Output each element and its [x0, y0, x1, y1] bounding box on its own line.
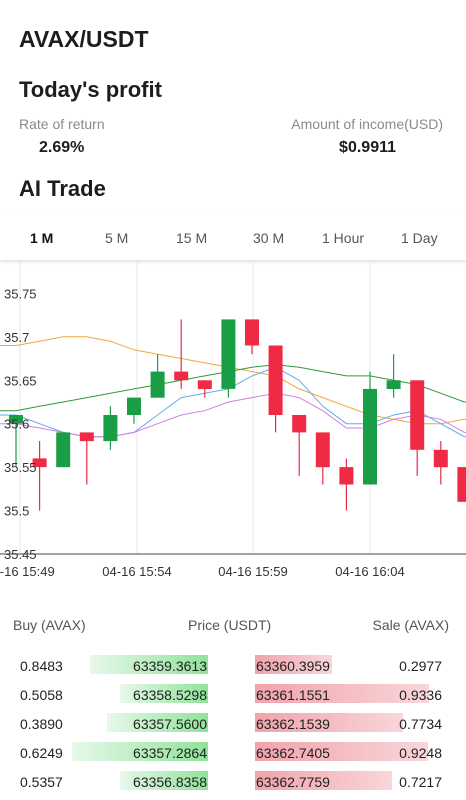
buy-depth-bar	[120, 684, 208, 703]
order-book-row[interactable]: 0.3890 63357.5600 63362.1539 0.7734	[0, 713, 466, 735]
sell-price: 63362.7759	[256, 774, 330, 790]
ma-green-line	[0, 364, 466, 412]
sell-depth-bar	[255, 655, 332, 674]
candle-body	[32, 458, 47, 468]
candle-body	[386, 380, 401, 389]
income-amount-value: $0.9911	[339, 139, 396, 156]
buy-price: 63357.2864	[133, 745, 207, 761]
tab-1hour[interactable]: 1 Hour	[322, 230, 365, 246]
y-axis-tick-label: 35.75	[4, 286, 37, 301]
y-axis-tick-label: 35.55	[4, 460, 37, 475]
buy-quantity: 0.3890	[20, 716, 63, 732]
buy-quantity: 0.5357	[20, 774, 63, 790]
candle-body	[79, 432, 94, 442]
y-axis-tick-label: 35.7	[4, 330, 29, 345]
candle-body	[103, 415, 118, 442]
sell-quantity: 0.9336	[399, 687, 442, 703]
timeframe-tabs: 1 M 5 M 15 M 30 M 1 Hour 1 Day	[0, 214, 466, 260]
sell-price: 63362.1539	[256, 716, 330, 732]
buy-depth-bar	[120, 771, 208, 790]
buy-price: 63358.5298	[133, 687, 207, 703]
y-axis-tick-label: 35.65	[4, 373, 37, 388]
buy-depth-bar	[90, 655, 208, 674]
candle-body	[245, 319, 259, 346]
rate-of-return-label: Rate of return	[19, 116, 105, 132]
income-amount-label: Amount of income(USD)	[291, 116, 443, 132]
sell-depth-bar	[255, 771, 392, 790]
candle-body	[457, 467, 466, 502]
candle-body	[410, 380, 425, 450]
tab-15m[interactable]: 15 M	[176, 230, 208, 246]
candle-body	[315, 432, 330, 468]
candle-body	[150, 371, 165, 398]
candle-body	[221, 319, 236, 389]
candle-body	[9, 415, 23, 424]
candle-body	[174, 371, 189, 381]
buy-quantity: 0.6249	[20, 745, 63, 761]
candle-body	[56, 432, 71, 468]
sell-depth-bar	[255, 684, 429, 703]
ai-trade-title: AI Trade	[19, 176, 106, 201]
tab-1m[interactable]: 1 M	[30, 230, 54, 246]
buy-price: 63357.5600	[133, 716, 207, 732]
sell-depth-bar	[255, 713, 403, 732]
y-axis-tick-label: 35.5	[4, 504, 29, 519]
order-book-row[interactable]: 0.6249 63357.2864 63362.7405 0.9248	[0, 742, 466, 764]
tab-1day[interactable]: 1 Day	[401, 230, 438, 246]
x-axis-tick-label: 04-16 15:59	[218, 564, 287, 579]
order-book-row[interactable]: 0.5058 63358.5298 63361.1551 0.9336	[0, 684, 466, 706]
order-book-buy-header: Buy (AVAX)	[13, 617, 86, 633]
x-axis-tick-label: 04-16 16:04	[335, 564, 404, 579]
candle-body	[433, 449, 448, 468]
order-book-price-header: Price (USDT)	[188, 617, 272, 633]
sell-price: 63362.7405	[256, 745, 330, 761]
tab-30m[interactable]: 30 M	[253, 230, 285, 246]
candlestick-chart[interactable]: 35.75 35.7 35.65 35.6 35.55 35.5 35.45 04-16 15…	[0, 262, 466, 592]
buy-depth-bar	[72, 742, 208, 761]
y-axis-tick-label: 35.45	[4, 547, 37, 562]
profit-section-title: Today's profit	[19, 77, 162, 102]
order-book-row[interactable]: 0.8483 63359.3613 63360.3959 0.2977	[0, 655, 466, 677]
candle-body	[268, 345, 283, 415]
candle-body	[339, 467, 354, 485]
buy-quantity: 0.5058	[20, 687, 63, 703]
sell-quantity: 0.7217	[399, 774, 442, 790]
candle-body	[292, 415, 307, 433]
buy-price: 63356.8358	[133, 774, 207, 790]
sell-quantity: 0.7734	[399, 716, 442, 732]
candle-body	[197, 380, 212, 389]
order-book-sale-header: Sale (AVAX)	[372, 617, 449, 633]
x-axis-tick-label: 04-16 15:54	[102, 564, 171, 579]
x-axis-tick-label: 04-16 15:49	[0, 564, 55, 579]
y-axis-tick-label: 35.6	[4, 417, 29, 432]
buy-quantity: 0.8483	[20, 658, 63, 674]
pair-title: AVAX/USDT	[19, 26, 149, 52]
sell-price: 63360.3959	[256, 658, 330, 674]
chart-canvas: 35.75 35.7 35.65 35.6 35.55 35.5 35.45 04-16 15…	[0, 262, 466, 579]
ma-purple-line	[0, 392, 466, 438]
sell-depth-bar	[255, 742, 428, 761]
sell-quantity: 0.2977	[399, 658, 442, 674]
buy-price: 63359.3613	[133, 658, 207, 674]
sell-price: 63361.1551	[256, 687, 330, 703]
candle-body	[363, 388, 377, 485]
sell-quantity: 0.9248	[399, 745, 442, 761]
order-book-row[interactable]: 0.5357 63356.8358 63362.7759 0.7217	[0, 771, 466, 793]
rate-of-return-value: 2.69%	[39, 139, 85, 156]
tab-5m[interactable]: 5 M	[105, 230, 129, 246]
candle-body	[127, 397, 141, 415]
buy-depth-bar	[107, 713, 208, 732]
